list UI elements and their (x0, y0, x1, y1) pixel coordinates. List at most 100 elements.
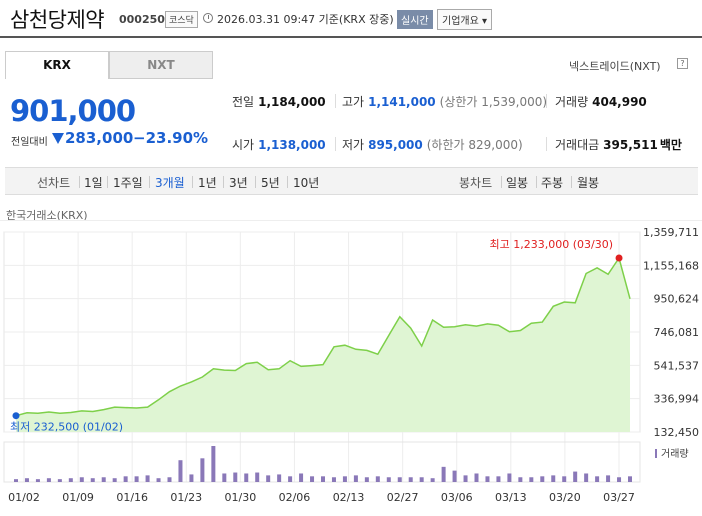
x-tick-label: 01/23 (170, 491, 202, 504)
range-1d[interactable]: 1일 (84, 176, 103, 190)
company-overview-dropdown[interactable]: 기업개요 ▾ (437, 9, 492, 30)
y-tick-label: 1,359,711 (643, 226, 699, 239)
chart-source: 한국거래소(KRX) (6, 209, 88, 222)
volume-bar (397, 477, 402, 482)
y-tick-label: 1,155,168 (643, 259, 699, 272)
volume-bar (178, 460, 183, 482)
volume-bar (452, 470, 457, 482)
volume-bar (134, 476, 139, 482)
volume-bar (222, 473, 227, 482)
volume-bar (167, 477, 172, 482)
line-chart-label: 선차트 (37, 176, 71, 190)
volume-bar (288, 476, 293, 482)
range-3y[interactable]: 3년 (229, 176, 248, 190)
divider (255, 176, 256, 188)
max-label: 최고 1,233,000 (03/30) (490, 238, 614, 251)
range-10y[interactable]: 10년 (293, 176, 320, 190)
range-1w[interactable]: 1주일 (113, 176, 143, 190)
candle-weekly[interactable]: 주봉 (541, 176, 564, 190)
range-3m[interactable]: 3개월 (155, 176, 185, 190)
x-tick-label: 01/30 (225, 491, 257, 504)
divider (109, 78, 213, 79)
volume-bar (57, 479, 62, 482)
volume-bar (101, 477, 106, 482)
volume-bar (145, 475, 150, 482)
divider (546, 94, 547, 108)
divider (192, 176, 193, 188)
volume-bar (35, 479, 40, 482)
candle-chart-label: 봉차트 (459, 176, 493, 190)
volume-frame (3, 441, 641, 483)
volume-bar (90, 478, 95, 482)
tab-nxt[interactable]: NXT (109, 51, 213, 79)
volume-bar (112, 478, 117, 482)
tab-krx[interactable]: KRX (5, 51, 109, 79)
range-1y[interactable]: 1년 (198, 176, 217, 190)
divider (223, 176, 224, 188)
volume-bar (584, 473, 589, 482)
y-tick-label: 950,624 (654, 293, 700, 306)
volume-bar (628, 476, 632, 482)
volume-bar (321, 476, 325, 482)
min-label: 최저 232,500 (01/02) (10, 421, 123, 434)
volume-bar (595, 476, 600, 482)
volume-bar (562, 476, 567, 482)
chart-range-bar: 선차트 1일 1주일 3개월 1년 3년 5년 10년 봉차트 일봉 주봉 월봉 (5, 167, 698, 195)
y-tick-label: 132,450 (654, 426, 700, 439)
change-value: 283,000 (65, 129, 134, 147)
volume-bar (430, 478, 435, 482)
divider (107, 176, 108, 188)
divider (335, 137, 336, 151)
stat-volume: 거래량 404,990 (555, 95, 647, 109)
volume-bar (353, 475, 358, 482)
volume-bar (46, 478, 51, 482)
y-tick-label: 746,081 (654, 326, 700, 339)
volume-bar (496, 476, 501, 482)
volume-bar (299, 473, 304, 482)
x-tick-label: 02/27 (387, 491, 419, 504)
volume-bar (463, 475, 468, 482)
volume-bar (266, 475, 271, 482)
price-area (16, 258, 630, 432)
market-badge: 코스닥 (165, 11, 198, 28)
help-icon[interactable]: ? (677, 58, 688, 69)
volume-bar (211, 446, 216, 482)
min-marker (12, 412, 20, 420)
volume-bar (485, 476, 490, 482)
candle-daily[interactable]: 일봉 (506, 176, 529, 190)
x-tick-label: 03/20 (549, 491, 581, 504)
volume-bar (529, 477, 534, 482)
price-chart[interactable]: 1,359,711 1,155,168 950,624 746,081 541,537 3… (0, 220, 702, 516)
range-5y[interactable]: 5년 (261, 176, 280, 190)
divider (79, 176, 80, 188)
volume-bar (507, 473, 512, 482)
divider (546, 137, 547, 151)
down-arrow-icon (52, 133, 64, 144)
stock-header: 삼천당제약 000250 코스닥 2026.03.31 09:47 기준(KRX… (0, 0, 702, 38)
volume-bar (474, 473, 479, 482)
candle-monthly[interactable]: 월봉 (577, 176, 600, 190)
timestamp: 2026.03.31 09:47 기준(KRX 장중) (217, 13, 394, 26)
x-tick-label: 01/02 (8, 491, 40, 504)
volume-bar (244, 473, 249, 482)
y-tick-label: 541,537 (654, 359, 700, 372)
x-tick-label: 03/13 (495, 491, 527, 504)
volume-bar (14, 479, 18, 482)
volume-bar (200, 458, 205, 482)
realtime-button[interactable]: 실시간 (397, 10, 433, 29)
divider (287, 176, 288, 188)
volume-bar (277, 474, 282, 482)
nxt-link[interactable]: 넥스트레이드(NXT) (569, 60, 661, 73)
stat-open: 시가 1,138,000 (232, 138, 326, 152)
volume-bar (24, 478, 29, 482)
volume-bar (441, 466, 446, 482)
divider (571, 176, 572, 188)
stat-amount: 거래대금 395,511 백만 (555, 138, 682, 152)
volume-bar (518, 477, 523, 482)
volume-legend-icon (655, 449, 657, 458)
x-tick-label: 02/13 (333, 491, 365, 504)
price-line (15, 256, 631, 417)
volume-bar (255, 472, 260, 482)
volume-bar (386, 477, 391, 482)
volume-bar (573, 471, 578, 482)
